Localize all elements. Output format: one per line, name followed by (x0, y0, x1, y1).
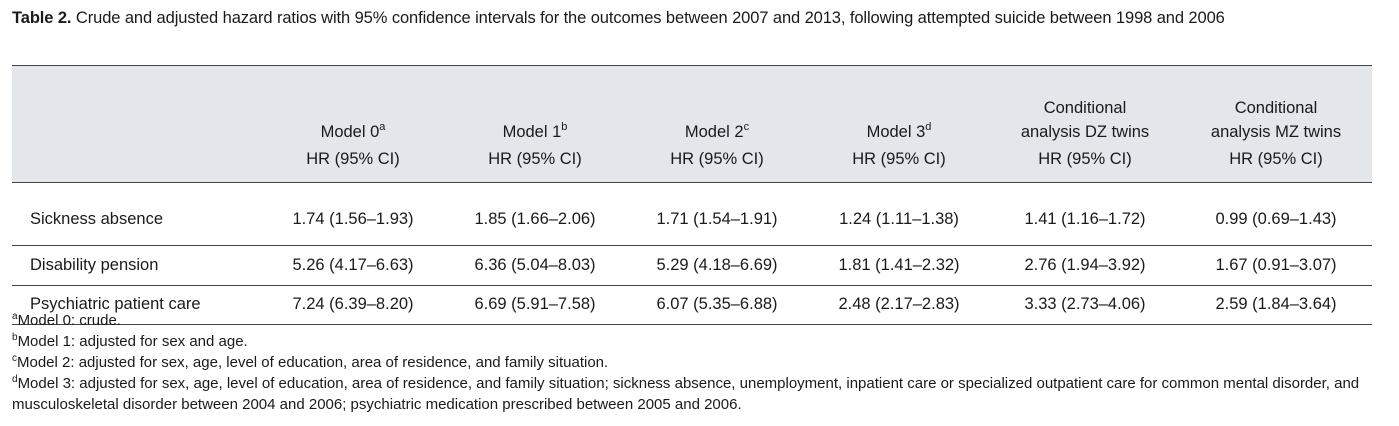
caption-label: Table 2. (12, 9, 72, 27)
hazard-ratio-table: Model 0a Model 1b Model 2c Model 3d Cond… (12, 65, 1372, 325)
column-subheader: HR (95% CI) (262, 150, 444, 183)
column-subheader: HR (95% CI) (1180, 150, 1372, 183)
table-cell: 1.85 (1.66–2.06) (444, 182, 626, 246)
table-caption: Table 2. Crude and adjusted hazard ratio… (12, 7, 1387, 30)
table-cell: 6.69 (5.91–7.58) (444, 285, 626, 325)
table-cell: 6.07 (5.35–6.88) (626, 285, 808, 325)
table-cell: 2.76 (1.94–3.92) (990, 245, 1180, 286)
table-cell: 1.41 (1.16–1.72) (990, 182, 1180, 246)
row-label: Disability pension (12, 245, 262, 286)
footnote-a: aModel 0: crude. (12, 311, 121, 330)
table-cell: 5.29 (4.18–6.69) (626, 245, 808, 286)
column-header-dz-twins: Conditional analysis DZ twins (990, 65, 1180, 150)
table-cell: 2.59 (1.84–3.64) (1180, 285, 1372, 325)
table-cell: 1.24 (1.11–1.38) (808, 182, 990, 246)
subheader-row: HR (95% CI) HR (95% CI) HR (95% CI) HR (… (12, 150, 1372, 183)
column-header-mz-twins: Conditional analysis MZ twins (1180, 65, 1372, 150)
subheader-empty-cell (12, 150, 262, 183)
column-subheader: HR (95% CI) (990, 150, 1180, 183)
table-cell: 2.48 (2.17–2.83) (808, 285, 990, 325)
caption-text: Crude and adjusted hazard ratios with 95… (71, 9, 1225, 27)
table-cell: 5.26 (4.17–6.63) (262, 245, 444, 286)
table-cell: 1.74 (1.56–1.93) (262, 182, 444, 246)
row-label: Sickness absence (12, 182, 262, 246)
table-row-psychiatric-patient-care: Psychiatric patient care 7.24 (6.39–8.20… (12, 285, 1372, 325)
table-cell: 1.81 (1.41–2.32) (808, 245, 990, 286)
table-row-sickness-absence: Sickness absence 1.74 (1.56–1.93) 1.85 (… (12, 182, 1372, 246)
column-header-model-2: Model 2c (626, 65, 808, 150)
table-row-disability-pension: Disability pension 5.26 (4.17–6.63) 6.36… (12, 245, 1372, 286)
column-subheader: HR (95% CI) (444, 150, 626, 183)
table-cell: 1.67 (0.91–3.07) (1180, 245, 1372, 286)
header-empty-cell (12, 65, 262, 150)
table-cell: 6.36 (5.04–8.03) (444, 245, 626, 286)
table-cell: 3.33 (2.73–4.06) (990, 285, 1180, 325)
column-header-model-3: Model 3d (808, 65, 990, 150)
header-row: Model 0a Model 1b Model 2c Model 3d Cond… (12, 65, 1372, 150)
column-subheader: HR (95% CI) (808, 150, 990, 183)
table-cell: 0.99 (0.69–1.43) (1180, 182, 1372, 246)
row-label: Psychiatric patient care (12, 285, 262, 325)
footnote-b: bModel 1: adjusted for sex and age. (12, 332, 248, 351)
table-footnotes: aModel 0: crude. bModel 1: adjusted for … (12, 310, 1387, 415)
column-header-model-1: Model 1b (444, 65, 626, 150)
table-cell: 7.24 (6.39–8.20) (262, 285, 444, 325)
footnote-d: dModel 3: adjusted for sex, age, level o… (12, 374, 1360, 414)
table-cell: 1.71 (1.54–1.91) (626, 182, 808, 246)
column-header-model-0: Model 0a (262, 65, 444, 150)
column-subheader: HR (95% CI) (626, 150, 808, 183)
footnote-c: cModel 2: adjusted for sex, age, level o… (12, 353, 609, 372)
